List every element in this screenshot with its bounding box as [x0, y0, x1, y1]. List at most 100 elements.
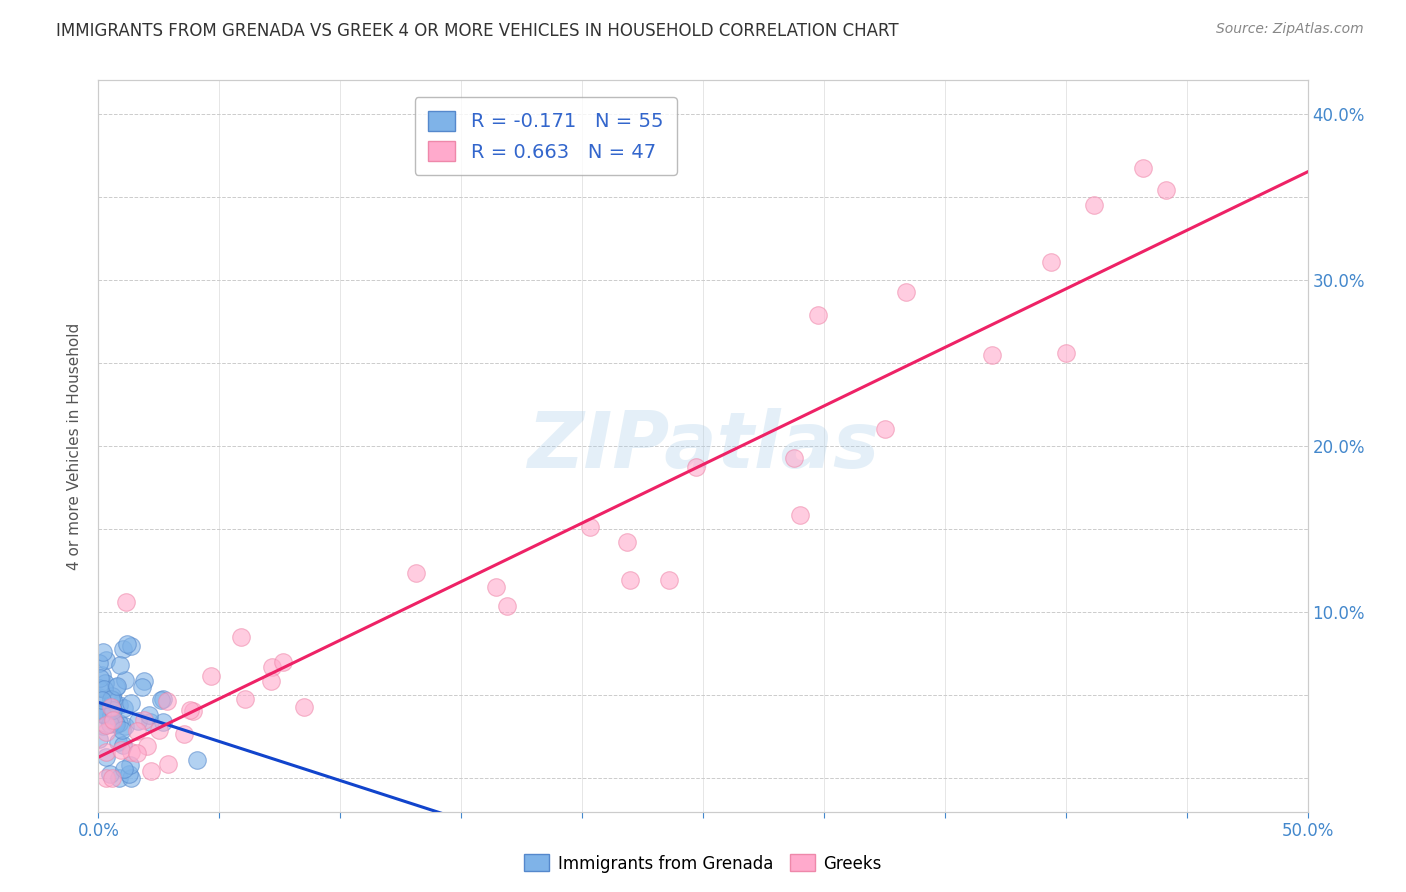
Point	[789, 508, 811, 523]
Point	[173, 727, 195, 741]
Point	[120, 745, 142, 759]
Point	[1154, 184, 1177, 198]
Point	[91, 645, 114, 659]
Point	[120, 772, 142, 786]
Point	[132, 673, 155, 688]
Point	[87, 732, 110, 747]
Point	[105, 679, 128, 693]
Point	[1056, 346, 1078, 360]
Point	[200, 669, 222, 683]
Point	[100, 691, 122, 706]
Point	[98, 716, 121, 731]
Point	[94, 653, 117, 667]
Point	[100, 708, 122, 723]
Point	[91, 667, 114, 681]
Point	[112, 701, 135, 715]
Point	[616, 535, 638, 549]
Point	[94, 750, 117, 764]
Point	[111, 738, 134, 752]
Point	[104, 680, 127, 694]
Point	[179, 703, 201, 717]
Text: IMMIGRANTS FROM GRENADA VS GREEK 4 OR MORE VEHICLES IN HOUSEHOLD CORRELATION CHA: IMMIGRANTS FROM GRENADA VS GREEK 4 OR MO…	[56, 22, 898, 40]
Point	[260, 674, 283, 689]
Point	[110, 742, 132, 756]
Point	[107, 735, 129, 749]
Point	[1132, 161, 1154, 175]
Y-axis label: 4 or more Vehicles in Household: 4 or more Vehicles in Household	[67, 322, 83, 570]
Point	[94, 745, 117, 759]
Point	[91, 693, 114, 707]
Point	[138, 708, 160, 723]
Point	[132, 714, 155, 728]
Point	[685, 460, 707, 475]
Point	[114, 595, 136, 609]
Point	[135, 739, 157, 754]
Point	[186, 753, 208, 767]
Point	[101, 714, 124, 728]
Point	[578, 520, 600, 534]
Point	[91, 706, 114, 720]
Point	[101, 693, 124, 707]
Point	[89, 671, 111, 685]
Text: Source: ZipAtlas.com: Source: ZipAtlas.com	[1216, 22, 1364, 37]
Point	[114, 673, 136, 687]
Point	[894, 285, 917, 300]
Point	[127, 714, 149, 729]
Legend: R = -0.171   N = 55, R = 0.663   N = 47: R = -0.171 N = 55, R = 0.663 N = 47	[415, 97, 678, 176]
Point	[233, 692, 256, 706]
Point	[658, 573, 681, 587]
Point	[94, 717, 117, 731]
Point	[271, 655, 294, 669]
Point	[91, 719, 114, 733]
Point	[98, 767, 121, 781]
Point	[110, 657, 132, 672]
Point	[120, 696, 142, 710]
Point	[783, 451, 806, 466]
Point	[87, 690, 110, 704]
Point	[127, 724, 149, 739]
Point	[120, 639, 142, 653]
Point	[1040, 255, 1063, 269]
Point	[108, 772, 131, 786]
Point	[91, 707, 114, 722]
Point	[100, 699, 122, 714]
Point	[104, 717, 127, 731]
Point	[485, 580, 508, 594]
Point	[150, 693, 173, 707]
Point	[294, 699, 316, 714]
Point	[405, 566, 427, 580]
Point	[94, 772, 117, 786]
Point	[100, 772, 122, 786]
Point	[90, 703, 112, 717]
Point	[807, 308, 830, 322]
Point	[1083, 198, 1105, 212]
Point	[93, 682, 115, 697]
Point	[101, 701, 124, 715]
Point	[108, 698, 131, 712]
Point	[262, 660, 284, 674]
Point	[118, 767, 141, 781]
Text: ZIPatlas: ZIPatlas	[527, 408, 879, 484]
Point	[152, 691, 174, 706]
Point	[981, 349, 1004, 363]
Point	[156, 756, 179, 771]
Point	[183, 704, 205, 718]
Point	[496, 599, 519, 613]
Point	[112, 642, 135, 657]
Point	[118, 757, 141, 772]
Point	[152, 714, 174, 729]
Point	[89, 681, 111, 696]
Point	[87, 657, 110, 671]
Legend: Immigrants from Grenada, Greeks: Immigrants from Grenada, Greeks	[517, 847, 889, 880]
Point	[115, 637, 138, 651]
Point	[875, 422, 897, 436]
Point	[139, 715, 162, 730]
Point	[112, 763, 135, 777]
Point	[139, 764, 162, 778]
Point	[104, 715, 127, 730]
Point	[127, 746, 149, 760]
Point	[100, 689, 122, 703]
Point	[619, 573, 641, 587]
Point	[94, 725, 117, 739]
Point	[131, 680, 153, 694]
